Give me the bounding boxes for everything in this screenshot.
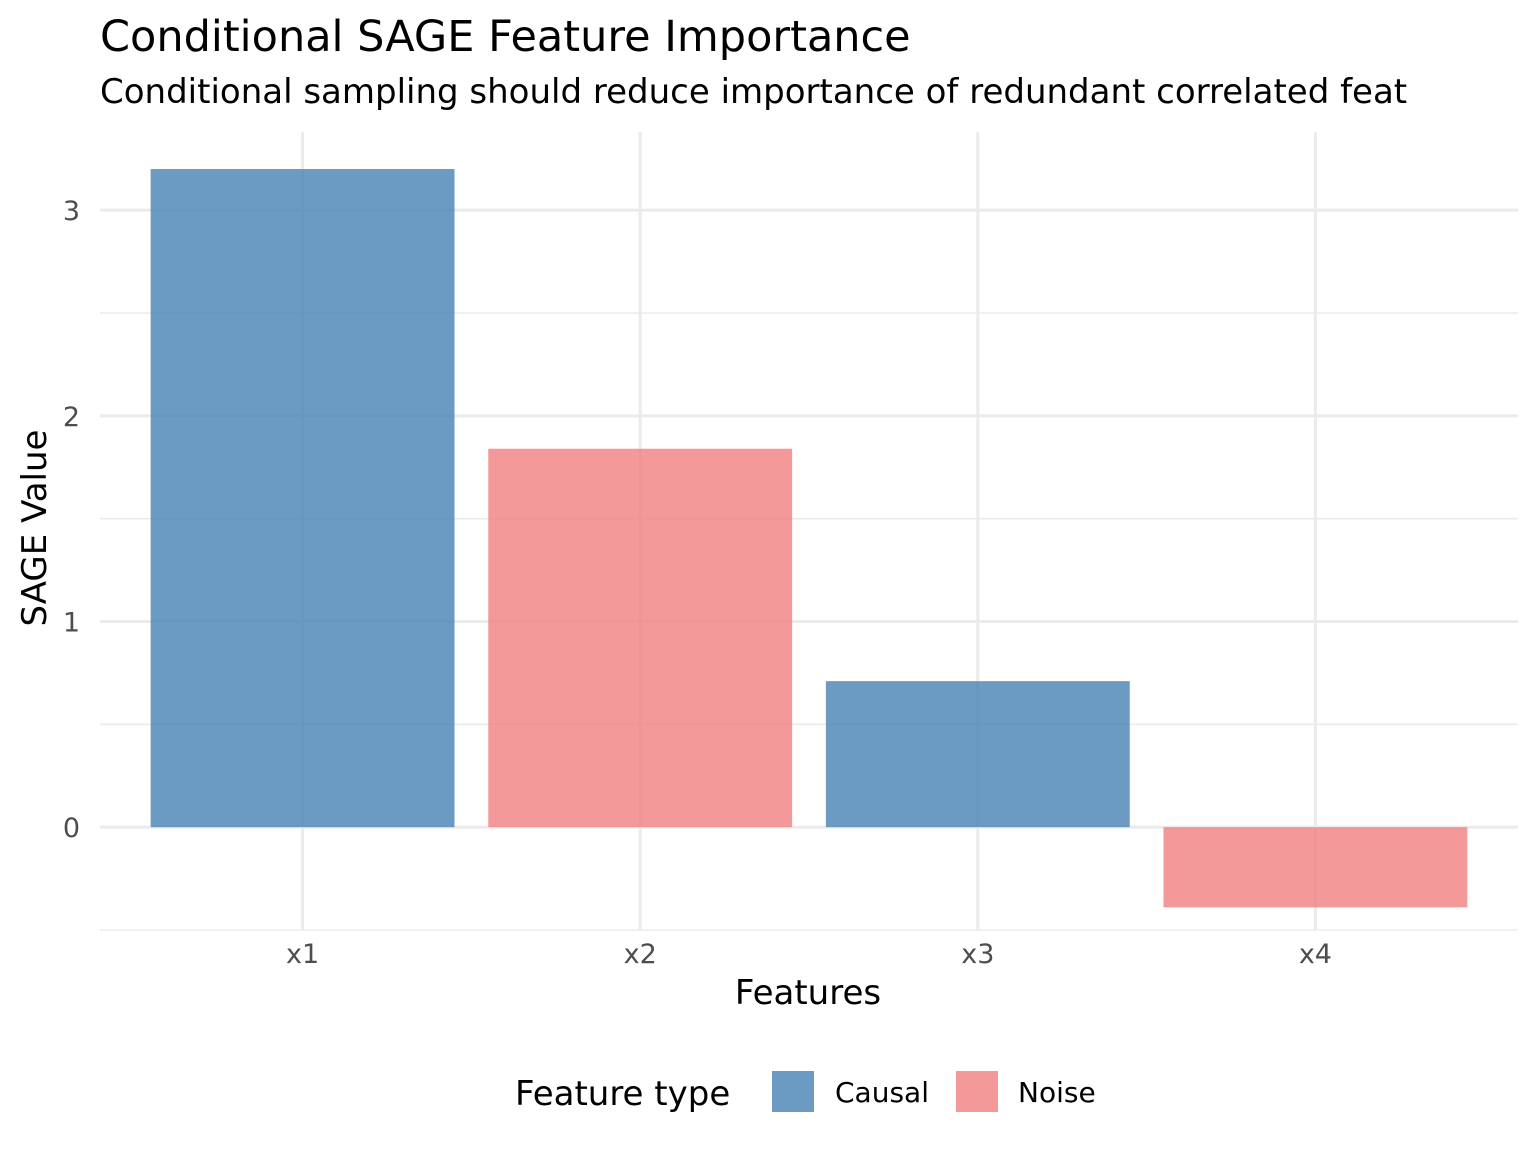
x-tick-label: x2 bbox=[624, 939, 657, 970]
x-tick-label: x3 bbox=[961, 939, 994, 970]
legend: Feature type Causal Noise bbox=[515, 1071, 1096, 1114]
bar-x4 bbox=[1163, 827, 1468, 908]
y-tick-label: 1 bbox=[63, 607, 80, 638]
x-tick-label: x4 bbox=[1299, 939, 1332, 970]
bar-x3 bbox=[825, 681, 1130, 828]
y-tick-label: 0 bbox=[63, 813, 80, 844]
bar-x2 bbox=[488, 448, 793, 828]
chart-title: Conditional SAGE Feature Importance bbox=[100, 12, 911, 62]
chart-subtitle: Conditional sampling should reduce impor… bbox=[100, 72, 1408, 112]
bars bbox=[150, 169, 1468, 908]
y-tick-label: 2 bbox=[63, 402, 80, 433]
x-tick-label: x1 bbox=[286, 939, 319, 970]
legend-swatch-noise bbox=[956, 1071, 998, 1112]
ticks: 0 1 2 3 x1 x2 x3 x4 bbox=[63, 196, 1332, 970]
y-tick-label: 3 bbox=[63, 196, 80, 227]
x-axis-label: Features bbox=[735, 973, 881, 1013]
legend-label-noise: Noise bbox=[1018, 1076, 1096, 1109]
y-axis-label: SAGE Value bbox=[15, 430, 55, 627]
bar-x1 bbox=[150, 169, 455, 828]
legend-label-causal: Causal bbox=[835, 1076, 929, 1109]
legend-swatch-causal bbox=[772, 1071, 814, 1112]
legend-title: Feature type bbox=[515, 1074, 730, 1114]
